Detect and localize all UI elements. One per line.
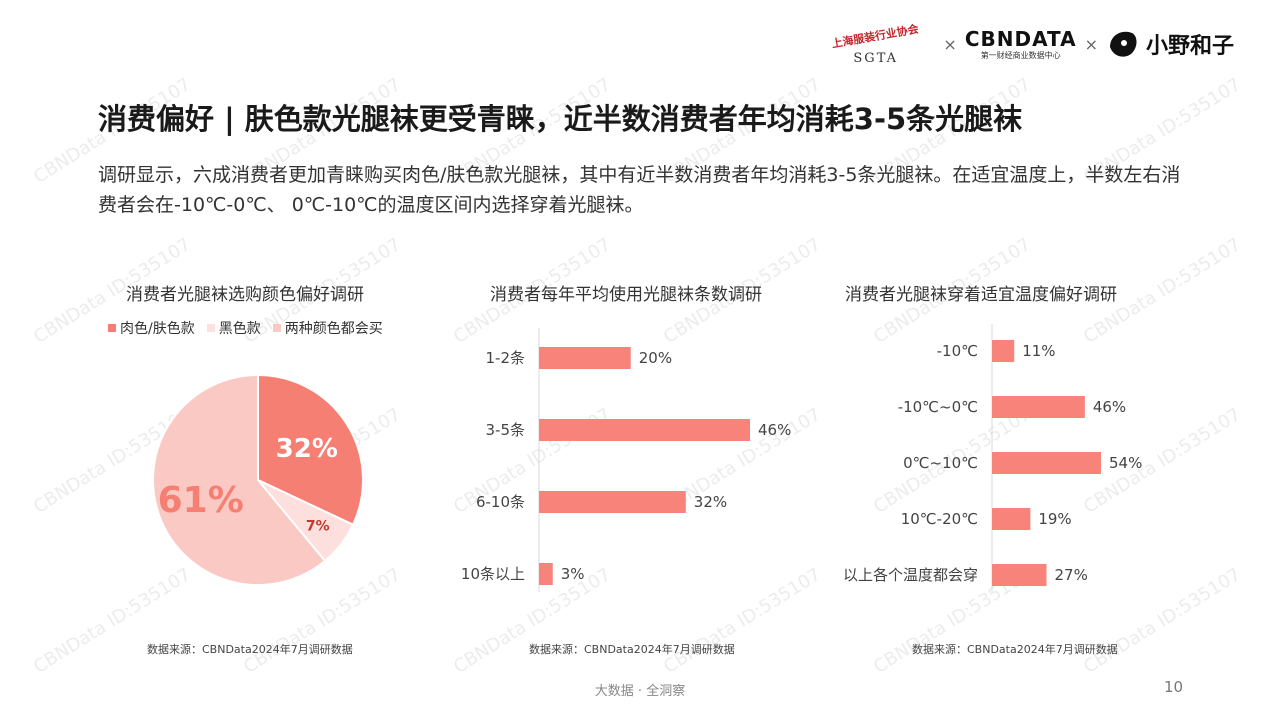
- bar-value-label: 32%: [694, 493, 727, 511]
- color-pie-chart: 32% 7% 61%: [152, 373, 364, 586]
- bar-value-label: 54%: [1109, 454, 1142, 472]
- bar-value-label: 3%: [561, 565, 585, 583]
- bar: [539, 491, 686, 513]
- cbndata-logo: CBNDATA 第一财经商业数据中心: [965, 29, 1077, 60]
- xiaoyehezi-logo-icon: [1109, 31, 1137, 57]
- pie-slice: [257, 373, 364, 527]
- sgta-logo-text: SGTA: [853, 51, 899, 66]
- legend-label: 黑色款: [218, 321, 261, 337]
- logo-separator: ×: [1084, 34, 1098, 54]
- pie-slice-label: 32%: [276, 434, 338, 464]
- page-title: 消费偏好 | 肤色款光腿袜更受青睐，近半数消费者年均消耗3-5条光腿袜: [98, 102, 1023, 136]
- page-number: 10: [1164, 678, 1184, 696]
- cbndata-logo-sub: 第一财经商业数据中心: [980, 50, 1061, 60]
- bar-value-label: 27%: [1055, 566, 1088, 584]
- legend-swatch: [272, 324, 281, 332]
- header-logos: 上海服装行业协会 SGTA × CBNDATA 第一财经商业数据中心 × 小野和…: [831, 22, 1234, 66]
- legend-item: 肉色/肤色款: [108, 318, 195, 338]
- bar: [992, 340, 1015, 362]
- bar-category-label: 10条以上: [461, 565, 525, 583]
- temp-chart-source: 数据来源：CBNData2024年7月调研数据: [912, 643, 1118, 656]
- bar-category-label: 以上各个温度都会穿: [843, 566, 978, 584]
- page-subtitle: 调研显示，六成消费者更加青睐购买肉色/肤色款光腿袜，其中有近半数消费者年均消耗3…: [98, 164, 1181, 216]
- bar-category-label: 6-10条: [476, 493, 525, 511]
- bar: [539, 563, 553, 585]
- legend-label: 肉色/肤色款: [120, 321, 195, 337]
- legend-item: 两种颜色都会买: [272, 318, 383, 338]
- legend-swatch: [206, 324, 215, 332]
- count-bar-chart: 1-2条 20% 3-5条 46% 6-10条 32% 10条以上 3%: [461, 328, 791, 592]
- bar: [539, 419, 750, 441]
- legend-label: 两种颜色都会买: [284, 321, 383, 337]
- bar-value-label: 46%: [1093, 398, 1126, 416]
- sgta-logo-script: 上海服装行业协会: [831, 22, 920, 51]
- bar-value-label: 20%: [639, 349, 672, 367]
- temp-bar-chart: -10℃ 11% -10℃~0℃ 46% 0℃~10℃ 54% 10℃-20℃ 19% 以上各个…: [843, 324, 1142, 592]
- pie-slice-label: 7%: [306, 518, 330, 534]
- pie-slice: [152, 373, 327, 586]
- bar: [992, 508, 1031, 530]
- bar: [992, 452, 1101, 474]
- bar: [992, 396, 1085, 418]
- bar-value-label: 46%: [758, 421, 791, 439]
- color-chart-title: 消费者光腿袜选购颜色偏好调研: [126, 285, 364, 305]
- xiaoyehezi-logo-name: 小野和子: [1145, 34, 1234, 59]
- count-chart-title: 消费者每年平均使用光腿袜条数调研: [490, 285, 762, 305]
- footer-tagline: 大数据 · 全洞察: [594, 684, 686, 699]
- color-chart-source: 数据来源：CBNData2024年7月调研数据: [147, 643, 353, 656]
- bar: [539, 347, 631, 369]
- logo-separator: ×: [943, 34, 957, 54]
- bar-category-label: 0℃~10℃: [903, 454, 978, 472]
- bar-category-label: 3-5条: [486, 421, 526, 439]
- bar-category-label: -10℃~0℃: [898, 398, 978, 416]
- pie-slice-label: 61%: [158, 480, 244, 521]
- temp-chart-title: 消费者光腿袜穿着适宜温度偏好调研: [845, 285, 1117, 305]
- bar-value-label: 11%: [1022, 342, 1055, 360]
- count-chart-source: 数据来源：CBNData2024年7月调研数据: [529, 643, 735, 656]
- legend-item: 黑色款: [206, 318, 261, 338]
- color-chart-legend: 肉色/肤色款 黑色款 两种颜色都会买: [108, 318, 383, 338]
- bar-category-label: 1-2条: [486, 349, 526, 367]
- legend-swatch: [108, 324, 116, 332]
- bar-category-label: 10℃-20℃: [901, 510, 978, 528]
- bar: [992, 564, 1047, 586]
- xiaoyehezi-logo: 小野和子: [1106, 27, 1234, 61]
- bar-category-label: -10℃: [937, 342, 978, 360]
- cbndata-logo-main: CBNDATA: [964, 26, 1077, 51]
- sgta-logo: 上海服装行业协会 SGTA: [831, 22, 935, 66]
- bar-value-label: 19%: [1038, 510, 1071, 528]
